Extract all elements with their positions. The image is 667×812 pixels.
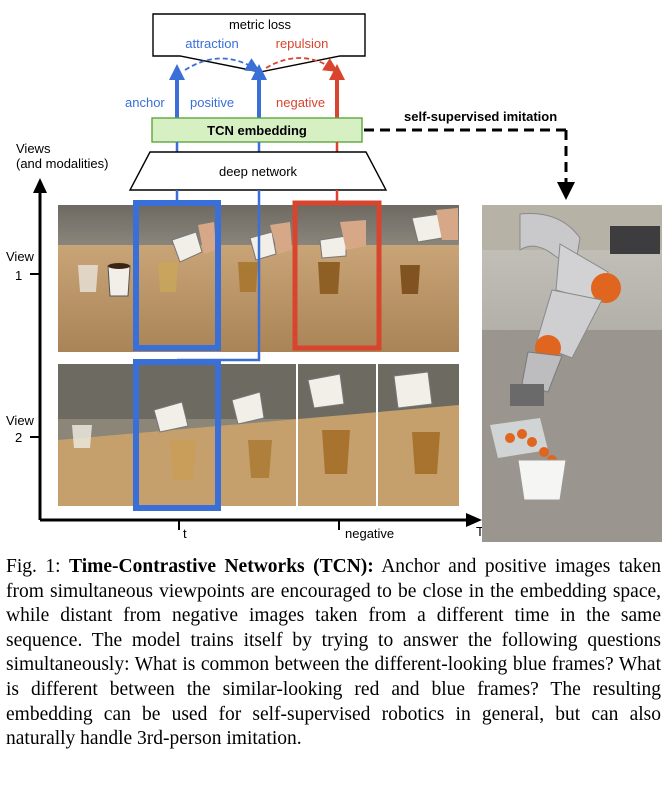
view1-label: View <box>6 249 35 264</box>
tcn-embedding-box <box>151 117 363 143</box>
embedding-arrows: anchor positive negative <box>125 64 345 118</box>
view2-label: View <box>6 413 35 428</box>
caption-body: Anchor and positive images taken from si… <box>6 556 661 750</box>
view2-number: 2 <box>15 430 22 445</box>
metric-loss-block: metric loss attraction repulsion <box>152 13 366 73</box>
attraction-label: attraction <box>185 36 238 51</box>
robot-image <box>482 205 662 542</box>
deep-network-label: deep network <box>219 164 298 179</box>
axes <box>30 178 482 530</box>
caption-label: Fig. 1: <box>6 556 61 577</box>
positive-label: positive <box>190 95 234 110</box>
tcn-embedding-label: TCN embedding <box>207 123 307 138</box>
anchor-label: anchor <box>125 95 165 110</box>
tick-t-label: t <box>183 526 187 541</box>
views-axis-label: Views <box>16 141 51 156</box>
view2-image-strip <box>58 364 459 506</box>
self-supervised-imitation-label: self-supervised imitation <box>404 109 557 124</box>
caption-title: Time-Contrastive Networks (TCN): <box>69 556 374 577</box>
view1-number: 1 <box>15 268 22 283</box>
negative-label: negative <box>276 95 325 110</box>
figure-caption: Fig. 1: Time-Contrastive Networks (TCN):… <box>6 555 661 752</box>
self-supervised-imitation-arrow: self-supervised imitation <box>364 109 575 200</box>
tcn-figure: metric loss attraction repulsion anchor … <box>6 13 662 542</box>
attraction-arrow <box>184 57 261 72</box>
metric-loss-label: metric loss <box>229 17 292 32</box>
tick-negative-label: negative <box>345 526 394 541</box>
repulsion-label: repulsion <box>276 36 329 51</box>
deep-network-block <box>128 151 388 191</box>
views-axis-sublabel: (and modalities) <box>16 156 109 171</box>
positive-frame <box>133 359 221 511</box>
repulsion-arrow <box>265 57 339 72</box>
